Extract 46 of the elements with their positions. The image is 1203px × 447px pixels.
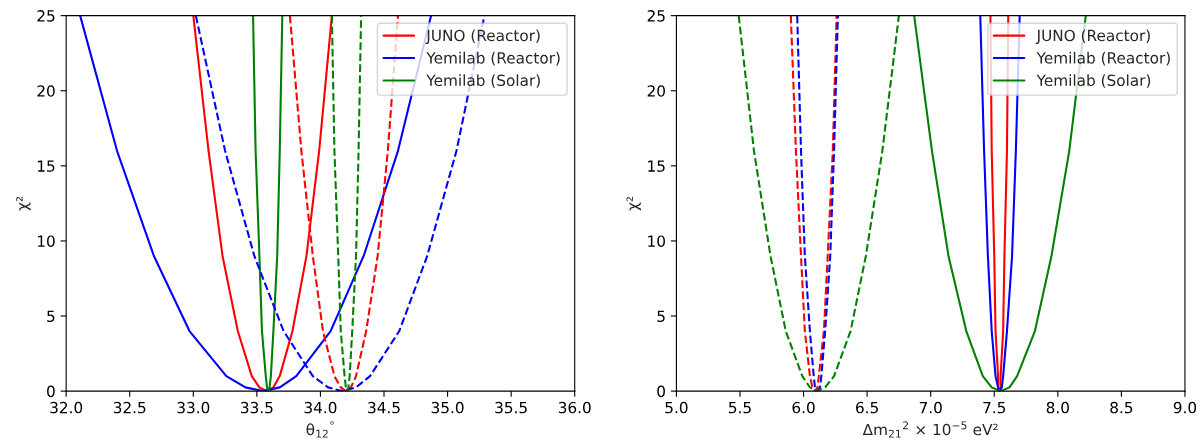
- y-tick-label: 0: [657, 385, 665, 398]
- legend-label: Yemilab (Solar): [426, 74, 540, 88]
- y-tick-label: 15: [648, 160, 665, 172]
- x-tick-label: 34.0: [304, 401, 337, 414]
- x-tick-label: 9.0: [1173, 401, 1197, 414]
- y-axis-title: χ²: [626, 196, 641, 211]
- y-tick-label: 5: [47, 310, 55, 323]
- x-tick-label: 5.0: [665, 401, 688, 414]
- y-tick-label: 25: [647, 10, 665, 22]
- legend-label: JUNO (Reactor): [425, 29, 540, 45]
- x-axis-title: θ$_{12}$$^{°}$: [306, 421, 334, 438]
- line-series: [796, 15, 839, 392]
- x-tick-label: 33.0: [177, 401, 210, 414]
- x-tick-label: 6.5: [856, 401, 878, 414]
- x-tick-label: 8.0: [1046, 401, 1069, 414]
- line-series: [737, 15, 900, 392]
- x-tick-label: 32.0: [50, 401, 83, 414]
- legend-label: JUNO (Reactor): [1035, 29, 1150, 45]
- y-tick-label: 0: [47, 385, 55, 398]
- x-tick-label: 7.0: [919, 401, 942, 414]
- line-series: [979, 15, 1021, 392]
- x-tick-label: 7.5: [983, 402, 1006, 414]
- x-tick-label: 8.5: [1110, 401, 1133, 414]
- x-tick-label: 5.5: [729, 402, 751, 414]
- line-series: [330, 15, 363, 392]
- line-series: [789, 15, 838, 392]
- x-axis-title: Δm$_{21}$$^{2}$ × 10$^{−5}$ eV²: [862, 421, 998, 438]
- x-tick-label: 6.0: [792, 401, 815, 414]
- x-tick-label: 34.5: [368, 401, 400, 414]
- legend-label: Yemilab (Solar): [1036, 74, 1151, 88]
- y-tick-label: 20: [647, 85, 665, 97]
- y-axis-title: χ²: [16, 196, 31, 211]
- y-tick-label: 25: [37, 10, 55, 22]
- x-tick-label: 35.5: [495, 401, 527, 414]
- x-tick-label: 33.5: [241, 401, 273, 414]
- y-tick-label: 20: [37, 85, 55, 97]
- x-tick-label: 36.0: [558, 401, 591, 414]
- line-series: [252, 15, 284, 392]
- y-tick-label: 10: [648, 235, 665, 247]
- y-tick-label: 15: [37, 160, 55, 172]
- x-tick-label: 35.0: [431, 401, 464, 414]
- x-tick-label: 32.5: [113, 401, 146, 414]
- y-tick-label: 10: [37, 235, 55, 247]
- legend-label: Yemilab (Reactor): [426, 51, 560, 66]
- legend-label: Yemilab (Reactor): [1036, 51, 1170, 66]
- y-tick-label: 5: [657, 310, 665, 323]
